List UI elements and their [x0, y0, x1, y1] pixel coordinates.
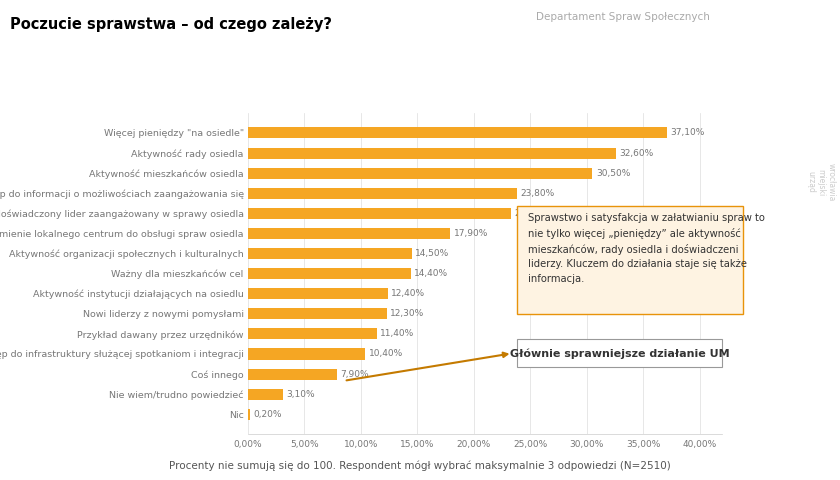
- Text: 17,90%: 17,90%: [454, 229, 488, 238]
- Text: 30,50%: 30,50%: [596, 168, 630, 178]
- Bar: [248, 188, 517, 199]
- Text: 3,10%: 3,10%: [286, 390, 315, 399]
- Text: urząd: urząd: [806, 171, 815, 193]
- Text: Głównie sprawniejsze działanie UM: Głównie sprawniejsze działanie UM: [510, 348, 729, 359]
- Bar: [248, 409, 250, 420]
- Text: Poczucie sprawstwa – od czego zależy?: Poczucie sprawstwa – od czego zależy?: [10, 17, 332, 32]
- Text: 0,20%: 0,20%: [254, 410, 282, 419]
- Bar: [248, 147, 617, 158]
- Bar: [248, 127, 667, 138]
- Bar: [248, 348, 365, 360]
- Text: 23,30%: 23,30%: [514, 209, 549, 218]
- Text: Sprawstwo i satysfakcja w załatwianiu spraw to
nie tylko więcej „pieniędzy” ale : Sprawstwo i satysfakcja w załatwianiu sp…: [528, 213, 764, 284]
- Bar: [248, 228, 450, 239]
- Bar: [248, 328, 376, 339]
- Text: 37,10%: 37,10%: [670, 129, 705, 137]
- Text: 10,40%: 10,40%: [369, 349, 403, 359]
- Text: miejski: miejski: [816, 169, 825, 196]
- Bar: [248, 268, 411, 279]
- Text: 7,90%: 7,90%: [340, 370, 369, 379]
- Text: 12,40%: 12,40%: [391, 289, 425, 298]
- Bar: [248, 389, 283, 400]
- Text: Procenty nie sumują się do 100. Respondent mógł wybrać maksymalnie 3 odpowiedzi : Procenty nie sumują się do 100. Responde…: [169, 461, 671, 471]
- Text: 12,30%: 12,30%: [390, 309, 424, 318]
- Bar: [248, 308, 386, 319]
- Bar: [248, 208, 511, 219]
- Text: 14,50%: 14,50%: [415, 249, 449, 258]
- Text: 11,40%: 11,40%: [380, 329, 414, 338]
- FancyBboxPatch shape: [517, 339, 722, 367]
- Text: 14,40%: 14,40%: [414, 269, 448, 278]
- FancyBboxPatch shape: [517, 206, 743, 314]
- Bar: [248, 168, 592, 179]
- Text: wrocławia: wrocławia: [827, 163, 835, 202]
- Text: 23,80%: 23,80%: [520, 189, 554, 198]
- Text: Departament Spraw Społecznych: Departament Spraw Społecznych: [536, 12, 710, 22]
- Text: 32,60%: 32,60%: [620, 148, 654, 157]
- Bar: [248, 288, 388, 299]
- Bar: [248, 248, 412, 259]
- Bar: [248, 369, 337, 380]
